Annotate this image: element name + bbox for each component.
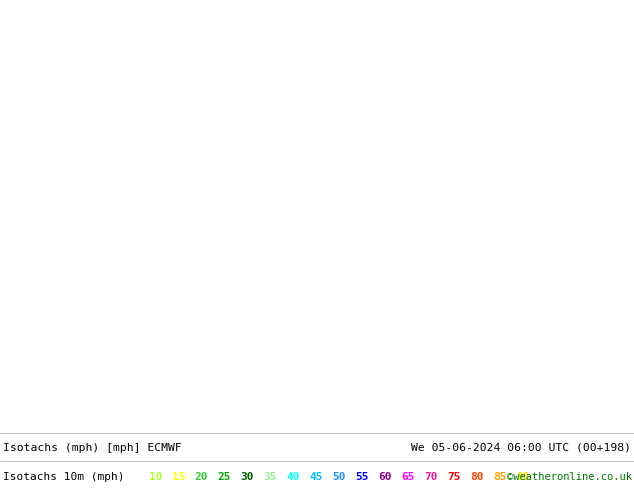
Text: 45: 45 — [309, 472, 323, 482]
Text: 60: 60 — [378, 472, 392, 482]
Text: 25: 25 — [217, 472, 231, 482]
Text: 50: 50 — [332, 472, 346, 482]
Text: We 05-06-2024 06:00 UTC (00+198): We 05-06-2024 06:00 UTC (00+198) — [411, 443, 631, 453]
Text: 90: 90 — [516, 472, 530, 482]
Text: 75: 75 — [448, 472, 461, 482]
Text: 35: 35 — [264, 472, 277, 482]
Text: 65: 65 — [401, 472, 415, 482]
Text: 20: 20 — [195, 472, 208, 482]
Text: 30: 30 — [240, 472, 254, 482]
Text: 10: 10 — [148, 472, 162, 482]
Text: Isotachs (mph) [mph] ECMWF: Isotachs (mph) [mph] ECMWF — [3, 443, 181, 453]
Text: 40: 40 — [287, 472, 300, 482]
Text: ©weatheronline.co.uk: ©weatheronline.co.uk — [507, 472, 632, 482]
Text: 70: 70 — [424, 472, 438, 482]
Text: 80: 80 — [470, 472, 484, 482]
Text: 55: 55 — [356, 472, 369, 482]
Text: Isotachs 10m (mph): Isotachs 10m (mph) — [3, 472, 124, 482]
Text: 85: 85 — [493, 472, 507, 482]
Text: 15: 15 — [172, 472, 185, 482]
